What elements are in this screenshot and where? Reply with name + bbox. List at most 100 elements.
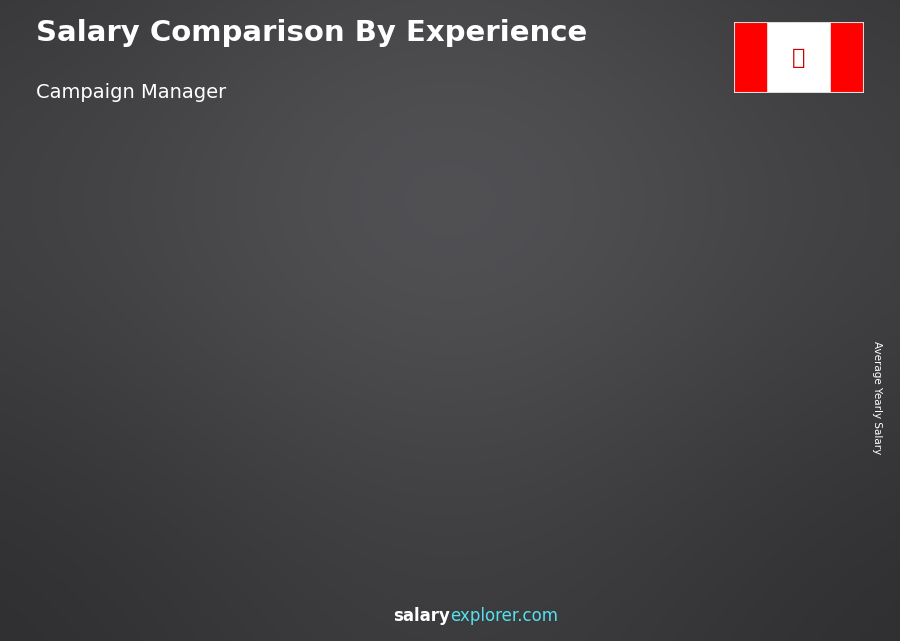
Bar [212, 415, 281, 419]
Bar [463, 572, 532, 577]
Bar [463, 510, 532, 514]
Bar [463, 327, 532, 332]
Bar [589, 407, 658, 412]
Bar [589, 278, 658, 283]
Bar [715, 345, 784, 351]
Bar [715, 253, 784, 258]
Bar [338, 519, 407, 522]
Bar [212, 472, 281, 475]
Bar [212, 557, 281, 560]
Bar [463, 346, 532, 351]
Bar [715, 538, 784, 544]
Bar [86, 515, 155, 518]
Bar [463, 481, 532, 486]
Bar [86, 498, 155, 500]
Bar [212, 540, 281, 543]
Bar [715, 247, 784, 253]
Bar [463, 341, 532, 346]
Bar [715, 451, 784, 456]
Bar [275, 407, 281, 577]
Bar [715, 571, 784, 577]
Bar [715, 500, 784, 505]
Bar [338, 499, 407, 503]
Bar [589, 422, 658, 428]
Bar [589, 397, 658, 402]
Bar [338, 437, 407, 440]
Bar [212, 560, 281, 563]
Bar [463, 370, 532, 375]
Bar [715, 544, 784, 549]
Bar [338, 534, 407, 538]
Bar [338, 558, 407, 562]
Bar [212, 543, 281, 545]
Bar [715, 494, 784, 500]
Bar [589, 340, 658, 345]
Bar [463, 495, 532, 500]
Bar [589, 489, 658, 494]
Bar [338, 351, 407, 354]
Bar [338, 421, 407, 425]
Bar [734, 22, 766, 93]
Bar [338, 417, 407, 421]
Bar [212, 551, 281, 554]
Bar [338, 545, 407, 549]
Bar [463, 476, 532, 481]
Bar [463, 567, 532, 572]
Bar [338, 573, 407, 577]
Bar [212, 410, 281, 413]
Bar [715, 478, 784, 483]
Bar [589, 531, 658, 536]
Bar [463, 553, 532, 558]
Bar [589, 319, 658, 324]
Text: 106,000 CAD: 106,000 CAD [211, 408, 288, 420]
Bar [86, 537, 155, 540]
Bar [86, 456, 155, 458]
Bar [338, 553, 407, 558]
Bar [715, 522, 784, 528]
Bar [589, 350, 658, 355]
Bar [212, 478, 281, 481]
Bar [463, 433, 532, 437]
Bar [338, 506, 407, 511]
Bar [715, 269, 784, 274]
Bar [212, 563, 281, 565]
Bar [212, 444, 281, 447]
Bar [715, 423, 784, 428]
Bar [715, 362, 784, 368]
Bar [589, 402, 658, 407]
Bar [338, 538, 407, 542]
Text: 15 to 20: 15 to 20 [590, 602, 657, 617]
Bar [338, 440, 407, 444]
Bar [338, 343, 407, 347]
Bar [212, 447, 281, 449]
Bar [338, 362, 407, 367]
Bar [86, 570, 155, 572]
Bar [715, 274, 784, 279]
Bar [212, 489, 281, 492]
Bar [338, 425, 407, 429]
Bar [463, 467, 532, 471]
Text: +29%: +29% [147, 354, 200, 372]
Bar [715, 291, 784, 296]
Bar [338, 354, 407, 358]
Bar [463, 379, 532, 385]
Bar [715, 483, 784, 489]
Bar [715, 472, 784, 478]
Bar [86, 549, 155, 551]
Bar [338, 444, 407, 448]
Bar [589, 484, 658, 489]
Bar [715, 517, 784, 522]
Bar [463, 288, 469, 577]
Bar [86, 504, 155, 507]
Bar [86, 452, 155, 454]
Bar [212, 455, 281, 458]
Bar [715, 385, 784, 390]
Bar [86, 526, 155, 529]
Bar [338, 397, 407, 401]
Bar [463, 505, 532, 510]
Bar [86, 533, 155, 535]
Bar [715, 247, 784, 255]
Bar [715, 456, 784, 462]
Bar [463, 428, 532, 433]
Bar [86, 458, 155, 461]
